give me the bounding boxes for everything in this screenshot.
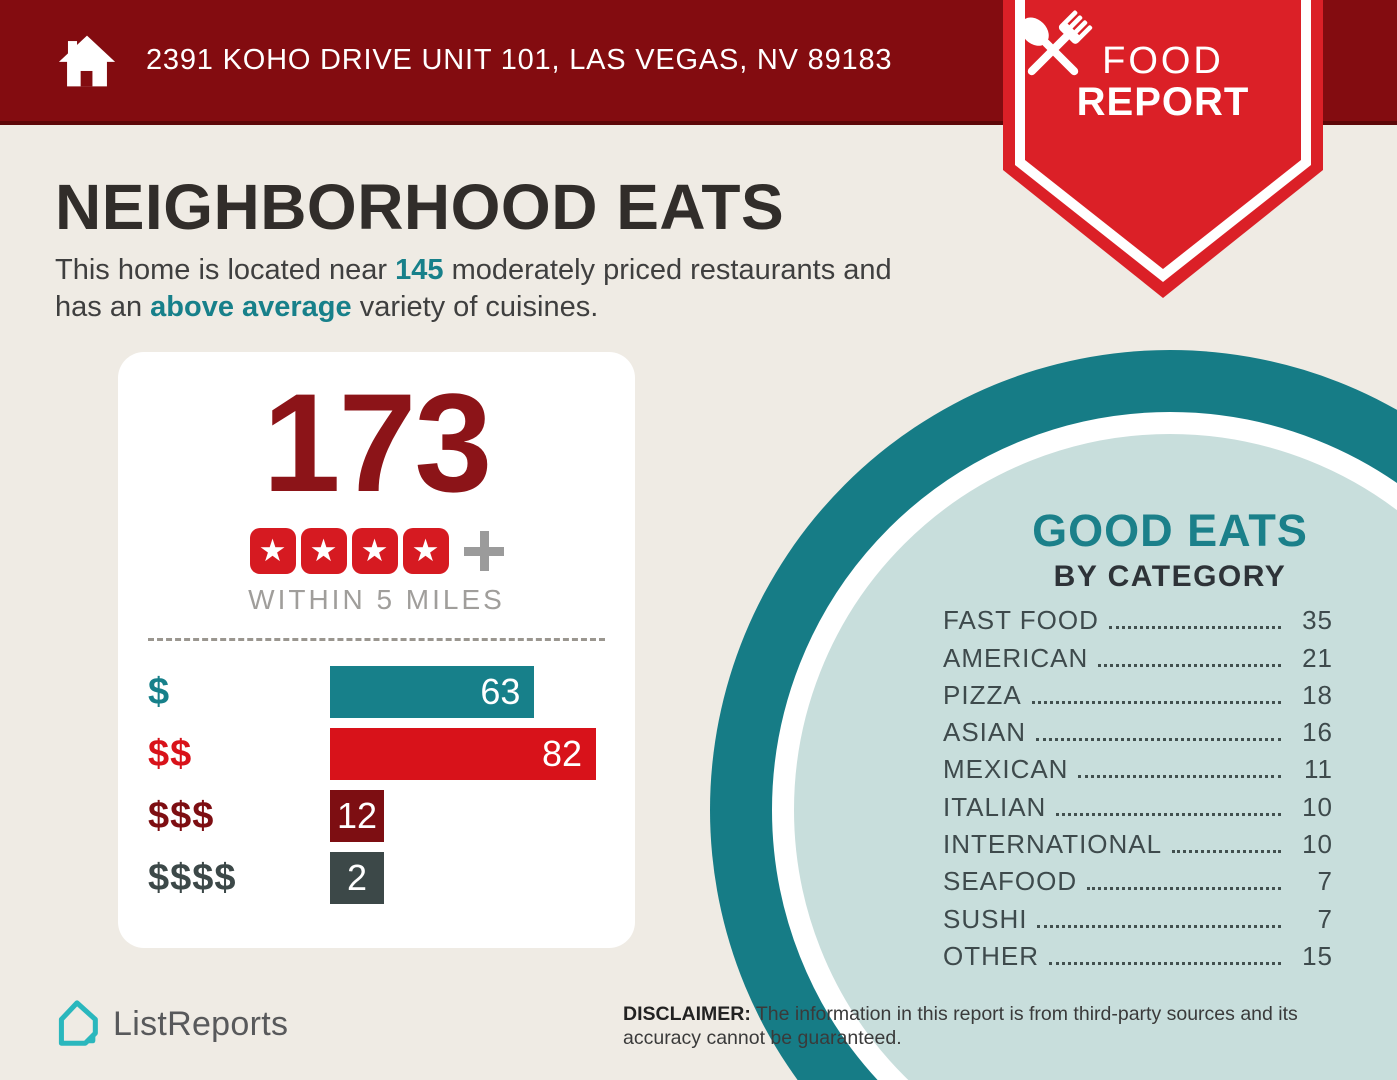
category-label: SUSHI (943, 903, 1028, 934)
intro-line2-pre: has an (55, 291, 151, 323)
price-tier-label: $ (148, 670, 171, 713)
category-row: AMERICAN 21 (943, 639, 1333, 676)
category-row: FAST FOOD 35 (943, 602, 1333, 639)
variety-highlight: above average (150, 291, 352, 323)
ribbon-title-line2: REPORT (1076, 80, 1250, 124)
category-row: SEAFOOD 7 (943, 863, 1333, 900)
listreports-house-icon (58, 1000, 98, 1046)
food-report-ribbon: FOOD REPORT (1003, 0, 1323, 300)
price-tier-label: $$$$ (148, 856, 237, 899)
radius-label: WITHIN 5 MILES (248, 584, 505, 615)
category-count: 10 (1302, 829, 1333, 860)
category-row: SUSHI 7 (943, 900, 1333, 937)
price-tier-bar: 82 (330, 728, 596, 780)
plus-icon (463, 531, 504, 571)
price-tier-row: $$$ 12 (148, 790, 605, 842)
category-count: 21 (1302, 642, 1333, 673)
disclaimer-text: The information in this report is from t… (623, 1003, 1298, 1049)
category-row: OTHER 15 (943, 938, 1333, 975)
category-label: INTERNATIONAL (943, 829, 1163, 860)
good-eats-subtitle: BY CATEGORY (1053, 560, 1287, 593)
star-icon: ★ (351, 528, 398, 574)
star-icon: ★ (249, 528, 296, 574)
category-list: FAST FOOD 35 AMERICAN 21 PIZZA 18 ASIAN … (943, 602, 1333, 975)
category-label: AMERICAN (943, 642, 1089, 673)
page-title: NEIGHBORHOOD EATS (55, 171, 785, 243)
price-tier-row: $ 63 (148, 666, 605, 718)
category-label: PIZZA (943, 679, 1022, 710)
disclaimer: DISCLAIMER: The information in this repo… (623, 1002, 1368, 1050)
category-count: 15 (1302, 940, 1333, 971)
dotted-leader (1087, 887, 1281, 891)
category-count: 7 (1317, 866, 1333, 897)
ribbon-banner-shape (1003, 0, 1323, 298)
dotted-leader (1056, 812, 1281, 816)
dotted-leader (1108, 626, 1281, 630)
price-tier-row: $$$$ 2 (148, 852, 605, 904)
category-count: 7 (1317, 903, 1333, 934)
intro-line2-post: variety of cuisines. (351, 291, 599, 323)
price-tier-bar: 2 (330, 852, 384, 904)
ribbon-title-line1: FOOD (1102, 40, 1224, 82)
good-eats-circle-ring (710, 350, 1397, 1080)
category-count: 18 (1302, 679, 1333, 710)
category-label: ITALIAN (943, 791, 1047, 822)
category-label: OTHER (943, 940, 1039, 971)
dotted-leader (1172, 850, 1281, 854)
star-icon: ★ (300, 528, 347, 574)
star-icon: ★ (402, 528, 449, 574)
dotted-leader (1078, 775, 1281, 779)
disclaimer-label: DISCLAIMER: (623, 1003, 751, 1025)
spoon-fork-icon (1020, 10, 1093, 76)
home-icon (58, 35, 116, 86)
category-row: INTERNATIONAL 10 (943, 826, 1333, 863)
category-label: SEAFOOD (943, 866, 1078, 897)
dotted-leader (1049, 961, 1281, 965)
category-count: 16 (1302, 717, 1333, 748)
price-tier-bar-chart: $ 63 $$ 82 $$$ 12 $$$$ 2 (148, 666, 605, 914)
price-tier-label: $$$ (148, 794, 215, 837)
dotted-leader (1098, 663, 1281, 667)
listreports-logo: ListReports (55, 1000, 288, 1048)
category-row: MEXICAN 11 (943, 751, 1333, 788)
dashed-divider (148, 638, 605, 641)
good-eats-heading: GOOD EATS BY CATEGORY (950, 505, 1390, 594)
category-label: FAST FOOD (943, 605, 1099, 636)
restaurant-count: 145 (395, 254, 444, 286)
dotted-leader (1031, 700, 1281, 704)
price-tier-bar: 12 (330, 790, 384, 842)
category-row: ASIAN 16 (943, 714, 1333, 751)
category-row: PIZZA 18 (943, 677, 1333, 714)
category-row: ITALIAN 10 (943, 788, 1333, 825)
category-count: 35 (1302, 605, 1333, 636)
listreports-wordmark: ListReports (113, 1004, 289, 1043)
dotted-leader (1036, 738, 1281, 742)
intro-text: This home is located near 145 moderately… (55, 252, 1015, 326)
category-count: 10 (1302, 791, 1333, 822)
total-restaurants-count: 173 (262, 364, 493, 521)
price-tier-row: $$ 82 (148, 728, 605, 780)
rating-stars-row: ★ ★ ★ ★ (118, 528, 635, 574)
restaurant-stats-card: 173 ★ ★ ★ ★ WITHIN 5 MILES $ 63 $$ 82 $$$ 1… (118, 352, 635, 948)
price-tier-bar: 63 (330, 666, 535, 718)
property-address: 2391 KOHO DRIVE UNIT 101, LAS VEGAS, NV … (146, 44, 893, 76)
category-count: 11 (1304, 754, 1333, 785)
good-eats-title: GOOD EATS (1032, 505, 1308, 556)
dotted-leader (1037, 924, 1281, 928)
category-label: ASIAN (943, 717, 1027, 748)
price-tier-label: $$ (148, 732, 193, 775)
category-label: MEXICAN (943, 754, 1069, 785)
intro-line1-post: moderately priced restaurants and (443, 254, 892, 286)
intro-line1-pre: This home is located near (55, 254, 396, 286)
